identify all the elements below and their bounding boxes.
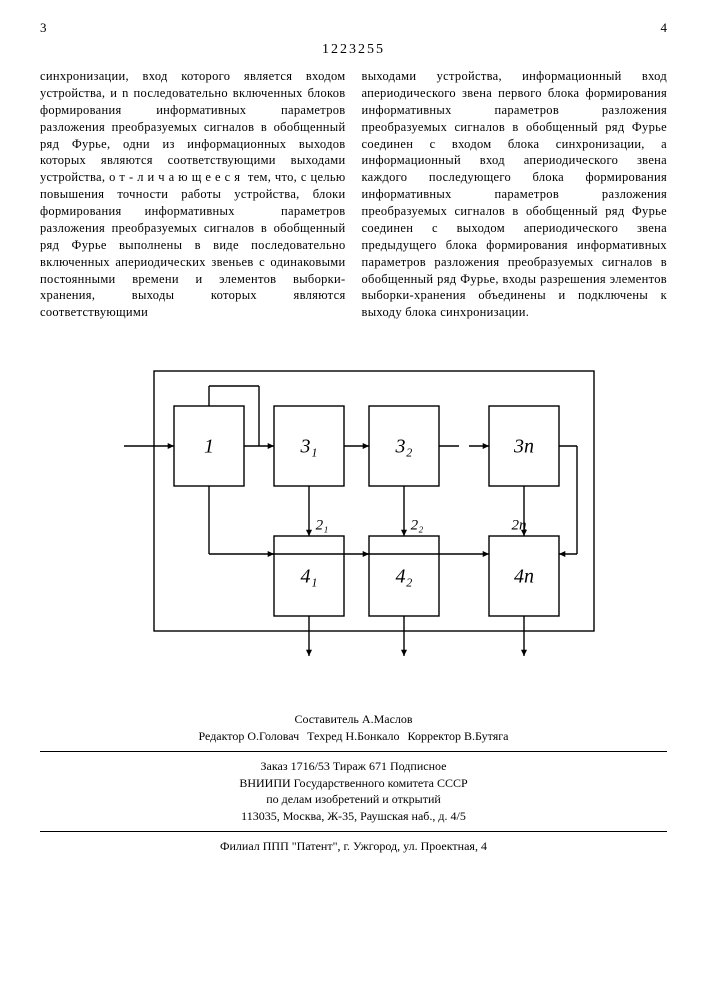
- text-columns: синхронизации, вход которого является вх…: [40, 68, 667, 321]
- corrector: Корректор В.Бутяга: [408, 728, 509, 745]
- page: 3 4 1223255 синхронизации, вход которого…: [0, 0, 707, 885]
- divider-1: [40, 751, 667, 752]
- page-num-right: 4: [661, 20, 668, 36]
- svg-text:3₁: 3₁: [299, 436, 317, 458]
- footer: Составитель А.Маслов Редактор О.Головач …: [40, 711, 667, 855]
- page-header: 3 4: [40, 20, 667, 36]
- org-line-2: по делам изобретений и открытий: [40, 791, 667, 808]
- patent-number: 1223255: [40, 42, 667, 58]
- branch-line: Филиал ППП "Патент", г. Ужгород, ул. Про…: [40, 838, 667, 855]
- address-line: 113035, Москва, Ж-35, Раушская наб., д. …: [40, 808, 667, 825]
- diagram-svg: 1 3₁ 3₂ 3n 4₁ 4₂ 4n 2₁ 2₂ 2n: [94, 351, 614, 671]
- org-line-1: ВНИИПИ Государственного комитета СССР: [40, 775, 667, 792]
- divider-2: [40, 831, 667, 832]
- svg-text:4₁: 4₁: [300, 566, 317, 588]
- svg-text:3n: 3n: [513, 436, 534, 458]
- svg-text:2n: 2n: [511, 518, 526, 534]
- svg-text:4n: 4n: [514, 566, 534, 588]
- column-right: выходами устройства, информационный вход…: [362, 68, 668, 321]
- column-left: синхронизации, вход которого является вх…: [40, 68, 346, 321]
- block-diagram: 1 3₁ 3₂ 3n 4₁ 4₂ 4n 2₁ 2₂ 2n: [40, 351, 667, 671]
- svg-text:3₂: 3₂: [394, 436, 412, 458]
- page-num-left: 3: [40, 20, 47, 36]
- compiler-line: Составитель А.Маслов: [40, 711, 667, 728]
- order-line: Заказ 1716/53 Тираж 671 Подписное: [40, 758, 667, 775]
- svg-text:4₂: 4₂: [395, 566, 412, 588]
- svg-text:2₁: 2₁: [315, 518, 328, 534]
- editor: Редактор О.Головач: [199, 728, 300, 745]
- techred: Техред Н.Бонкало: [307, 728, 399, 745]
- credits-line: Редактор О.Головач Техред Н.Бонкало Корр…: [40, 728, 667, 745]
- svg-text:1: 1: [204, 436, 214, 458]
- svg-text:2₂: 2₂: [410, 518, 423, 534]
